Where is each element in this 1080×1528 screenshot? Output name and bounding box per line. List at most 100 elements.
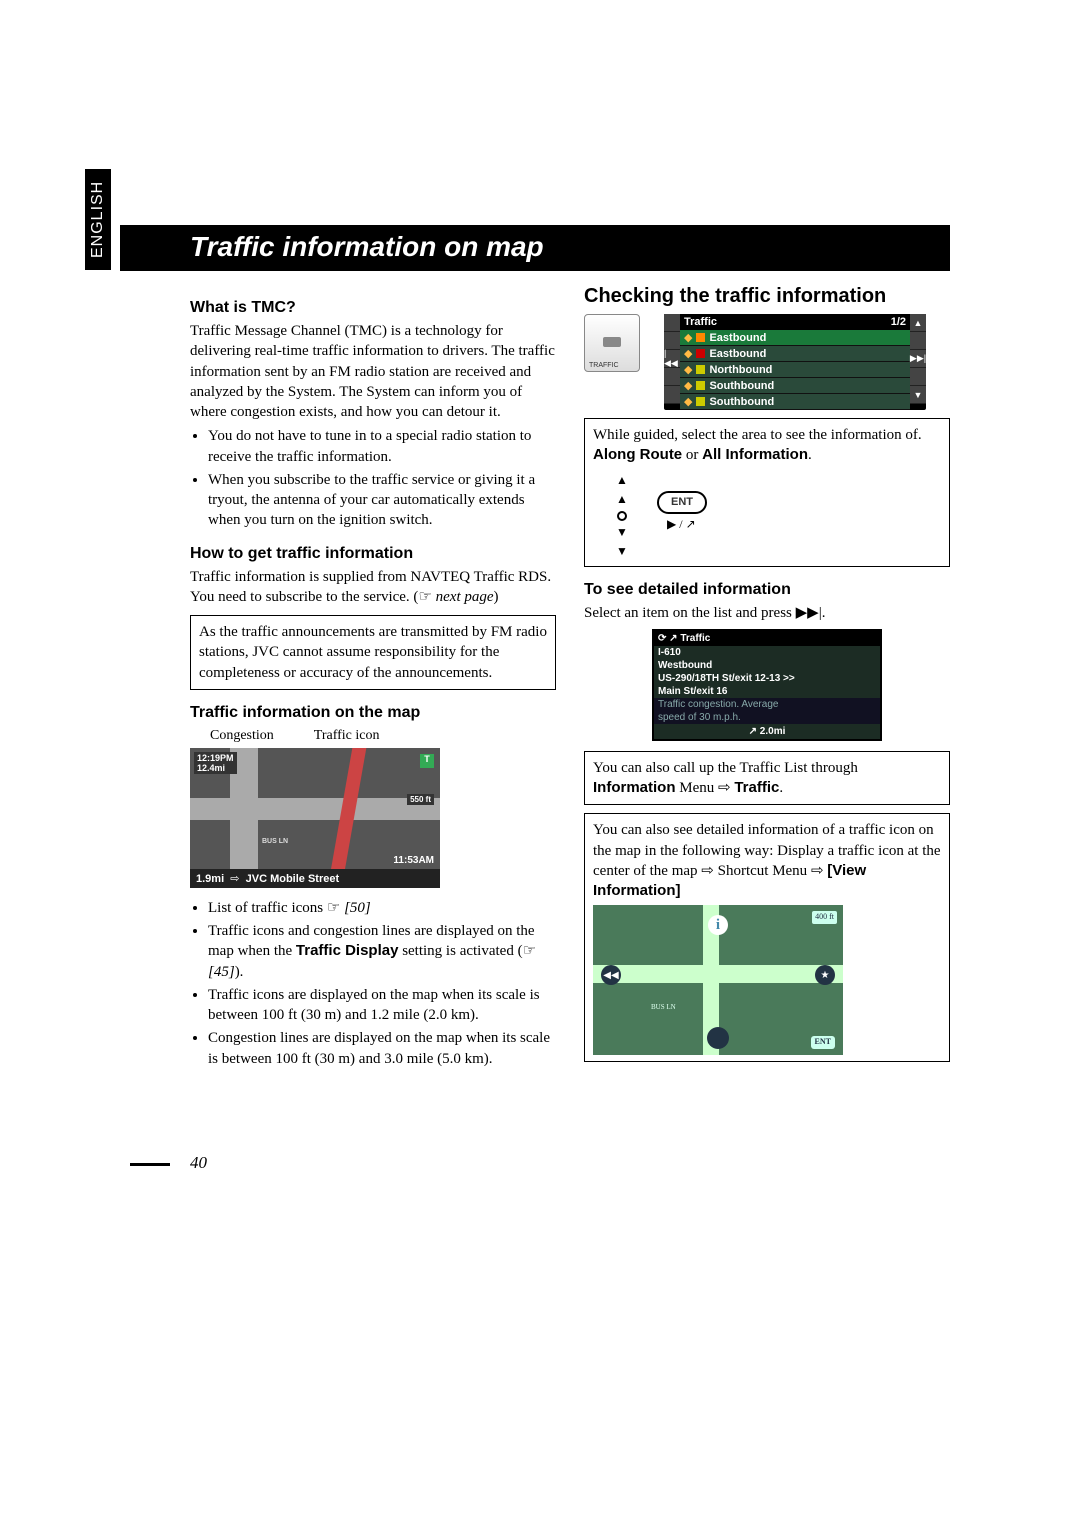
- detail-row-dim: speed of 30 m.p.h.: [654, 711, 880, 724]
- traffic-list-screen: |◀◀ Traffic 1/2 ◆Eastbound ◆Eastbound ◆N…: [664, 314, 926, 410]
- diamond-icon: ◆: [684, 379, 692, 392]
- label-congestion: Congestion: [210, 728, 274, 744]
- spacer: [664, 314, 680, 332]
- arrow-icon: [701, 863, 714, 879]
- language-tab: ENGLISH: [85, 169, 111, 270]
- spacer: [910, 368, 926, 386]
- green-map-screenshot: i ◀◀ ★ 400 ft BUS LN ENT: [593, 905, 843, 1055]
- heading-map-info: Traffic information on the map: [190, 704, 556, 722]
- view-info-box: You can also see detailed information of…: [584, 813, 950, 1062]
- row-text: Northbound: [709, 364, 772, 376]
- detail-paragraph: Select an item on the list and press ▶▶|…: [584, 603, 950, 623]
- traffic-row: ◆Southbound: [680, 378, 910, 394]
- spacer: [910, 332, 926, 350]
- street-name: JVC Mobile Street: [246, 873, 340, 885]
- ent-button-group: ENT ▶ / ↗: [657, 491, 707, 534]
- ent-button: ENT: [657, 491, 707, 514]
- remote-button-figure: TRAFFIC: [584, 314, 652, 372]
- map-bullet-list: List of traffic icons [50] Traffic icons…: [190, 898, 556, 1069]
- row-text: Eastbound: [709, 332, 766, 344]
- diamond-icon: ◆: [684, 395, 692, 408]
- traffic-row: ◆ Northbound: [680, 362, 910, 378]
- detail-row: Main St/exit 16: [654, 685, 880, 698]
- traffic-row: ◆ Eastbound: [680, 330, 910, 346]
- text: or: [682, 447, 702, 463]
- spacer: [664, 368, 680, 386]
- next-page-ref: next page: [436, 589, 494, 605]
- map-screenshot: 12:19PM12.4mi T 550 ft 11:53AM BUS LN 1.…: [190, 748, 440, 888]
- scale-badge: 400 ft: [812, 911, 837, 924]
- traffic-list: Traffic 1/2 ◆Eastbound ◆Eastbound ◆North…: [680, 314, 910, 410]
- traffic-label: Traffic: [734, 779, 779, 796]
- square-icon: [696, 333, 705, 342]
- right-column: Checking the traffic information TRAFFIC…: [584, 285, 950, 1075]
- label-traffic-icon: Traffic icon: [314, 728, 380, 744]
- list-item: Traffic icons are displayed on the map w…: [208, 985, 556, 1026]
- traffic-icon: T: [420, 754, 434, 768]
- center-icon: [707, 1027, 729, 1049]
- dpad-center: [617, 511, 627, 521]
- list-item: Traffic icons and congestion lines are d…: [208, 921, 556, 982]
- spacer: [664, 386, 680, 404]
- dpad-row: ▲ ▲ ▼ ▼ ENT ▶ / ↗: [593, 466, 941, 560]
- map-time-dist: 12:19PM12.4mi: [194, 752, 237, 774]
- up-icon: ▲: [910, 314, 926, 332]
- detail-row-dim: Traffic congestion. Average: [654, 698, 880, 711]
- detail-header: ⟳ ↗ Traffic: [654, 631, 880, 646]
- text: .: [779, 780, 783, 796]
- tmc-bullet-list: You do not have to tune in to a special …: [190, 426, 556, 530]
- remote-label: TRAFFIC: [589, 362, 619, 369]
- heading-checking: Checking the traffic information: [584, 285, 950, 308]
- down-arrow-icon: ▼: [616, 524, 628, 540]
- traffic-list-header: Traffic 1/2: [680, 314, 910, 330]
- ent-subtext: ▶ / ↗: [667, 517, 696, 531]
- info-pin-icon: i: [708, 915, 728, 935]
- guided-box: While guided, select the area to see the…: [584, 418, 950, 567]
- heading-get-info: How to get traffic information: [190, 545, 556, 563]
- detail-row: I-610: [654, 646, 880, 659]
- text: Menu: [676, 780, 719, 796]
- map-road: [190, 798, 440, 820]
- all-information-label: All Information: [702, 446, 808, 463]
- diamond-icon: ◆: [684, 363, 692, 376]
- information-menu-label: Information: [593, 779, 676, 796]
- up-arrow-icon: ▲: [616, 491, 628, 507]
- square-icon: [696, 349, 705, 358]
- square-icon: [696, 365, 705, 374]
- tmc-paragraph: Traffic Message Channel (TMC) is a techn…: [190, 321, 556, 422]
- detail-footer: ↗ 2.0mi: [654, 724, 880, 739]
- list-page: 1/2: [891, 316, 906, 328]
- clock-label: 11:53AM: [393, 855, 434, 866]
- traffic-row: ◆Southbound: [680, 394, 910, 410]
- arrow-icon: [811, 863, 824, 879]
- heading-detail: To see detailed information: [584, 581, 950, 599]
- pointer-icon: [418, 589, 435, 605]
- detail-row: Westbound: [654, 659, 880, 672]
- traffic-row: ◆Eastbound: [680, 346, 910, 362]
- left-column: What is TMC? Traffic Message Channel (TM…: [190, 285, 556, 1075]
- pointer-icon: [523, 943, 536, 959]
- down-arrow-icon: ▼: [616, 543, 628, 559]
- list-item: You do not have to tune in to a special …: [208, 426, 556, 467]
- heading-tmc: What is TMC?: [190, 299, 556, 317]
- diamond-icon: ◆: [684, 331, 692, 344]
- text: You can also call up the Traffic List th…: [593, 760, 858, 776]
- disclaimer-box: As the traffic announcements are transmi…: [190, 615, 556, 690]
- square-icon: [696, 381, 705, 390]
- manual-page: ENGLISH Traffic information on map What …: [130, 225, 950, 1075]
- text: .: [808, 447, 812, 463]
- pointer-icon: [327, 900, 344, 916]
- page-number: 40: [190, 1153, 207, 1173]
- prev-icon: |◀◀: [664, 350, 680, 368]
- page-title-bar: Traffic information on map: [120, 225, 950, 271]
- down-icon: ▼: [910, 386, 926, 404]
- bus-lane-label: BUS LN: [262, 838, 288, 845]
- arrow-icon: [718, 780, 731, 796]
- get-info-paragraph: Traffic information is supplied from NAV…: [190, 567, 556, 608]
- distance-label: 1.9mi: [196, 873, 224, 885]
- list-item: List of traffic icons [50]: [208, 898, 556, 918]
- remote-and-screen: TRAFFIC |◀◀ Traffic 1/2: [584, 314, 950, 410]
- detail-screen: ⟳ ↗ Traffic I-610 Westbound US-290/18TH …: [652, 629, 882, 741]
- ent-badge: ENT: [811, 1036, 835, 1049]
- left-side-buttons: |◀◀: [664, 314, 680, 410]
